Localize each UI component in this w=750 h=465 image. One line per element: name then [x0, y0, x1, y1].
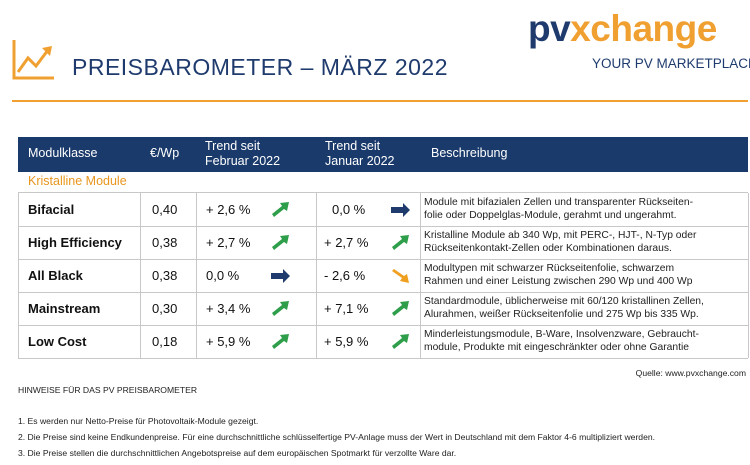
- row-label: High Efficiency: [28, 235, 122, 250]
- column-border: [420, 193, 421, 358]
- column-header: Februar 2022: [205, 154, 281, 168]
- row-border: [18, 292, 748, 293]
- logo-x: x: [570, 8, 591, 49]
- divider: [12, 100, 748, 102]
- column-header: Trend seit: [325, 139, 381, 153]
- description: Kristalline Module ab 340 Wp, mit PERC-,…: [424, 230, 697, 241]
- column-border: [748, 193, 749, 358]
- description: Standardmodule, üblicherweise mit 60/120…: [424, 296, 704, 307]
- trend-jan: + 2,7 %: [324, 235, 369, 250]
- trend-arrow: [272, 235, 289, 250]
- row-label: Mainstream: [28, 301, 101, 316]
- trend-arrow: [392, 269, 409, 283]
- column-border: [316, 193, 317, 358]
- description: folie oder Doppelglas-Module, gerahmt un…: [424, 210, 677, 221]
- source: Quelle: www.pvxchange.com: [635, 368, 746, 378]
- trend-jan: + 5,9 %: [324, 334, 369, 349]
- row-border: [18, 259, 748, 260]
- description: Rückseitenkontakt-Zellen oder Kombinatio…: [424, 243, 672, 254]
- row-border: [18, 358, 748, 359]
- trend-arrow: [392, 235, 409, 250]
- price: 0,30: [152, 301, 178, 316]
- trend-arrow: [272, 334, 289, 349]
- column-border: [18, 193, 19, 358]
- description: Alurahmen, weißer Rückseitenfolie und 27…: [424, 309, 699, 320]
- trend-feb: + 5,9 %: [206, 334, 251, 349]
- column-header: €/Wp: [150, 146, 180, 160]
- logo-change: change: [590, 8, 717, 49]
- table-header: [18, 137, 748, 172]
- price: 0,40: [152, 202, 178, 217]
- tagline: YOUR PV MARKETPLACE: [592, 56, 750, 71]
- description: module, Produkte mit eingeschränkter ode…: [424, 342, 690, 353]
- trend-feb: + 2,7 %: [206, 235, 251, 250]
- row-border: [18, 325, 748, 326]
- trend-feb: + 2,6 %: [206, 202, 251, 217]
- price: 0,38: [152, 235, 178, 250]
- price: 0,18: [152, 334, 178, 349]
- column-header: Januar 2022: [325, 154, 395, 168]
- trend-arrow: [391, 203, 410, 217]
- note: 2. Die Preise sind keine Endkundenpreise…: [18, 432, 656, 442]
- logo: pvxchange: [528, 8, 717, 50]
- column-header: Beschreibung: [431, 146, 508, 160]
- description: Rahmen und einer Leistung zwischen 290 W…: [424, 276, 693, 287]
- trend-arrow: [392, 301, 409, 316]
- column-border: [196, 193, 197, 358]
- row-border: [18, 192, 748, 193]
- note: 1. Es werden nur Netto-Preise für Photov…: [18, 416, 259, 426]
- trend-arrow: [392, 334, 409, 349]
- column-header: Modulklasse: [28, 146, 98, 160]
- chart-icon: [12, 40, 54, 80]
- description: Module mit bifazialen Zellen und transpa…: [424, 197, 694, 208]
- trend-jan: - 2,6 %: [324, 268, 366, 283]
- description: Minderleistungsmodule, B-Ware, Insolvenz…: [424, 329, 699, 340]
- row-label: Low Cost: [28, 334, 87, 349]
- trend-arrow: [272, 202, 289, 217]
- section-label: Kristalline Module: [28, 174, 127, 188]
- trend-feb: + 3,4 %: [206, 301, 251, 316]
- row-label: Bifacial: [28, 202, 75, 217]
- trend-arrow: [272, 301, 289, 316]
- price: 0,38: [152, 268, 178, 283]
- column-header: Trend seit: [205, 139, 261, 153]
- note: 3. Die Preise stellen die durchschnittli…: [18, 448, 457, 458]
- trend-jan: + 7,1 %: [324, 301, 369, 316]
- column-border: [140, 193, 141, 358]
- row-label: All Black: [28, 268, 83, 283]
- trend-arrow: [271, 269, 290, 283]
- logo-pv: pv: [528, 8, 571, 49]
- description: Modultypen mit schwarzer Rückseitenfolie…: [424, 263, 675, 274]
- notes-title: HINWEISE FÜR DAS PV PREISBAROMETER: [18, 385, 198, 395]
- page-title: PREISBAROMETER – MÄRZ 2022: [72, 54, 448, 80]
- row-border: [18, 226, 748, 227]
- trend-jan: 0,0 %: [332, 202, 366, 217]
- trend-feb: 0,0 %: [206, 268, 240, 283]
